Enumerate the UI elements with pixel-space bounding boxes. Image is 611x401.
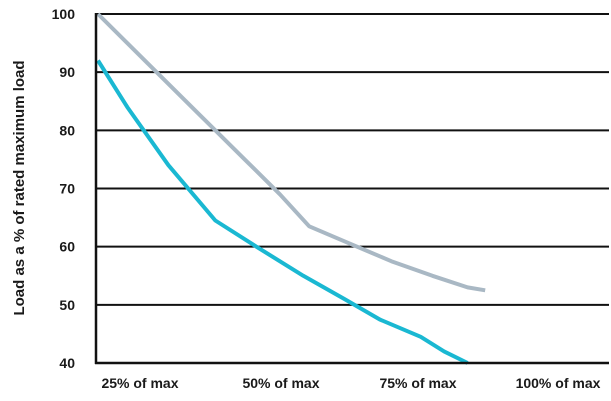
axes	[94, 13, 609, 365]
x-tick-labels: 25% of max 50% of max 75% of max 100% of ma…	[101, 375, 600, 391]
series-line-1	[96, 12, 486, 293]
y-tick-label: 100	[52, 6, 76, 22]
x-tick-label: 25% of max	[101, 375, 178, 391]
x-tick-label: 50% of max	[242, 375, 319, 391]
y-tick-label: 90	[59, 64, 75, 80]
gridlines	[96, 13, 609, 364]
y-tick-label: 60	[59, 239, 75, 255]
x-tick-label: 100% of max	[516, 375, 601, 391]
x-tick-label: 75% of max	[379, 375, 456, 391]
y-tick-label: 80	[59, 122, 75, 138]
series-line-2	[96, 59, 469, 365]
y-tick-labels: 40 50 60 70 80 90 100	[52, 6, 76, 371]
series-lines	[96, 12, 486, 365]
y-tick-label: 40	[59, 355, 75, 371]
y-axis-title: Load as a % of rated maximum load	[11, 60, 28, 315]
y-tick-label: 50	[59, 297, 75, 313]
y-tick-label: 70	[59, 181, 75, 197]
